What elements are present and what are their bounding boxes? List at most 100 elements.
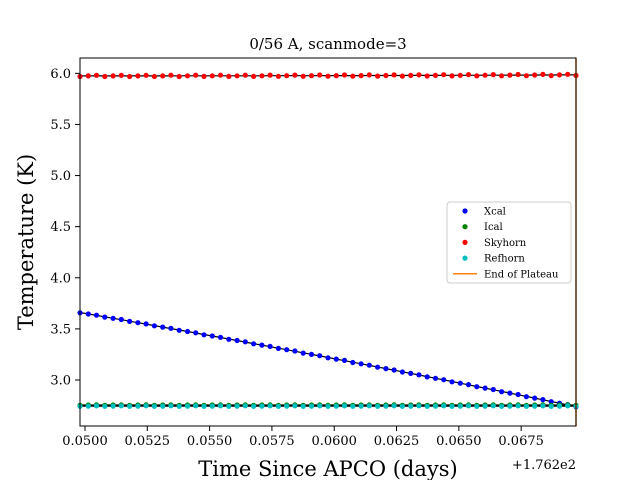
skyhorn-point	[110, 73, 116, 79]
refhorn-point	[110, 403, 116, 409]
refhorn-point	[523, 403, 530, 409]
xcal-point	[375, 364, 381, 370]
legend-marker-skyhorn	[462, 239, 468, 245]
skyhorn-point	[556, 72, 563, 78]
legend-label-ical: Ical	[484, 222, 503, 233]
xcal-point	[482, 385, 488, 391]
x-offset-label: +1.762e2	[512, 458, 576, 473]
refhorn-point	[135, 403, 141, 409]
xcal-point	[358, 361, 364, 367]
xcal-point	[532, 395, 538, 401]
skyhorn-point	[449, 73, 455, 79]
skyhorn-point	[193, 72, 199, 78]
refhorn-point	[499, 403, 505, 409]
xcal-point	[217, 334, 224, 340]
refhorn-point	[201, 403, 207, 409]
refhorn-point	[358, 403, 364, 409]
plot-area	[77, 58, 579, 426]
skyhorn-point	[317, 72, 323, 78]
refhorn-point	[176, 403, 182, 409]
refhorn-point	[432, 403, 439, 409]
xcal-point	[507, 390, 513, 396]
xcal-point	[399, 369, 405, 375]
refhorn-point	[399, 403, 405, 409]
refhorn-point	[391, 403, 397, 409]
skyhorn-point	[391, 72, 397, 78]
x-tick-label: 0.0625	[374, 434, 420, 449]
xcal-point	[499, 389, 505, 395]
skyhorn-point	[168, 72, 174, 78]
legend-marker-xcal	[462, 208, 468, 214]
y-tick-label: 6.0	[50, 67, 71, 82]
xcal-point	[127, 318, 133, 324]
legend-marker-refhorn	[462, 255, 468, 261]
legend-label-end-of-plateau: End of Plateau	[484, 269, 559, 280]
skyhorn-point	[127, 73, 133, 80]
x-tick-label: 0.0650	[436, 434, 482, 449]
skyhorn-point	[383, 72, 389, 79]
skyhorn-point	[300, 73, 306, 79]
legend-marker-ical	[462, 224, 468, 230]
refhorn-point	[548, 403, 554, 409]
refhorn-point	[490, 403, 496, 409]
refhorn-point	[383, 403, 389, 409]
xcal-point	[135, 320, 141, 326]
refhorn-point	[217, 403, 224, 409]
xcal-point	[341, 357, 348, 363]
y-tick-label: 3.0	[50, 374, 71, 389]
xcal-point	[408, 370, 414, 376]
refhorn-point	[160, 403, 166, 409]
refhorn-point	[118, 403, 124, 409]
skyhorn-point	[201, 73, 207, 79]
skyhorn-point	[416, 72, 422, 78]
refhorn-point	[424, 403, 430, 409]
xcal-point	[102, 314, 108, 320]
skyhorn-point	[565, 71, 571, 77]
refhorn-point	[333, 403, 339, 409]
refhorn-point	[151, 403, 157, 409]
skyhorn-point	[85, 73, 91, 79]
skyhorn-point	[548, 73, 554, 79]
xcal-point	[292, 348, 298, 354]
x-tick-label: 0.0600	[311, 434, 357, 449]
skyhorn-point	[474, 73, 480, 79]
refhorn-point	[416, 403, 422, 409]
xcal-series	[77, 310, 579, 410]
skyhorn-point	[267, 72, 273, 78]
xcal-point	[515, 391, 521, 398]
xcal-point	[201, 332, 207, 338]
xcal-point	[383, 366, 389, 372]
refhorn-point	[350, 403, 356, 409]
y-axis: 3.0 3.5 4.0 4.5 5.0 5.5 6.0	[50, 67, 80, 389]
skyhorn-point	[176, 73, 182, 80]
skyhorn-point	[358, 73, 364, 79]
skyhorn-point	[118, 72, 124, 78]
y-tick-label: 3.5	[50, 322, 71, 337]
refhorn-point	[532, 403, 538, 409]
refhorn-point	[375, 403, 381, 409]
refhorn-point	[85, 403, 91, 409]
skyhorn-point	[408, 72, 414, 78]
skyhorn-point	[143, 72, 149, 78]
y-tick-label: 5.0	[50, 169, 71, 184]
refhorn-point	[300, 403, 306, 409]
refhorn-point	[284, 403, 290, 409]
skyhorn-point	[160, 73, 166, 79]
xcal-point	[490, 386, 496, 393]
refhorn-point	[275, 403, 281, 409]
xcal-point	[523, 394, 530, 400]
refhorn-point	[474, 403, 480, 409]
skyhorn-point	[93, 72, 100, 78]
skyhorn-point	[135, 73, 141, 79]
skyhorn-point	[375, 73, 381, 79]
refhorn-point	[449, 403, 455, 409]
xcal-point	[242, 339, 248, 345]
legend-label-xcal: Xcal	[484, 207, 506, 218]
refhorn-point	[292, 403, 298, 409]
skyhorn-point	[226, 73, 232, 79]
skyhorn-point	[540, 71, 546, 77]
skyhorn-point	[217, 72, 224, 78]
skyhorn-point	[499, 73, 505, 79]
xcal-point	[350, 359, 356, 366]
skyhorn-point	[457, 72, 463, 78]
